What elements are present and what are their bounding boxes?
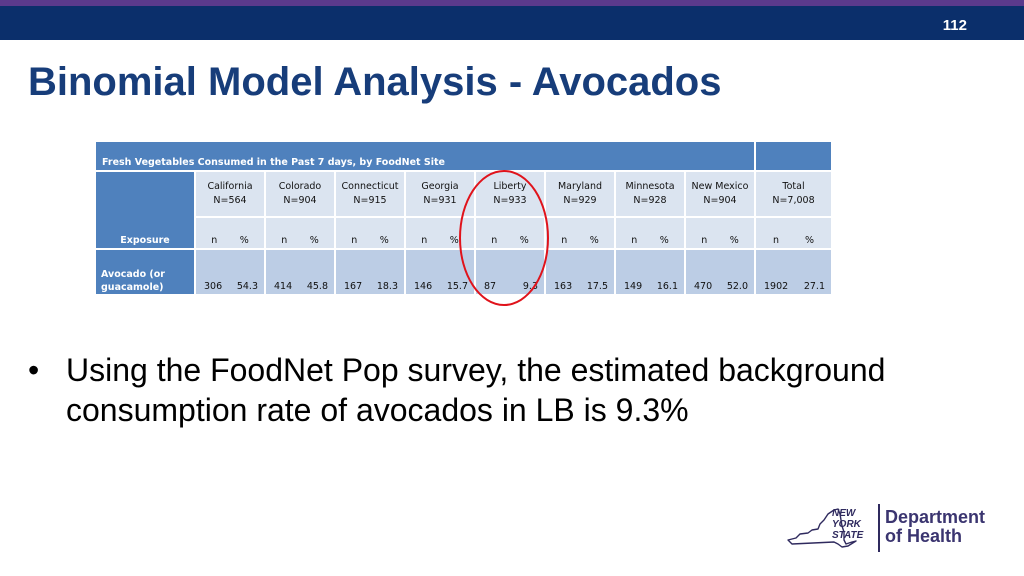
data-cell-liberty: 87 9.3 xyxy=(474,248,546,296)
site-header: Maryland N=929 xyxy=(544,170,616,218)
n-pct-subheader: n% xyxy=(684,216,756,250)
site-header: Connecticut N=915 xyxy=(334,170,406,218)
table-caption: Fresh Vegetables Consumed in the Past 7 … xyxy=(94,140,756,172)
department-of-health-logo: Department of Health xyxy=(885,507,986,546)
n-pct-subheader: n% xyxy=(334,216,406,250)
row-label-avocado: Avocado (or guacamole) xyxy=(94,248,196,296)
n-pct-subheader: n% xyxy=(544,216,616,250)
site-header: Georgia N=931 xyxy=(404,170,476,218)
header-bar xyxy=(0,6,1024,40)
n-pct-subheader: n% xyxy=(614,216,686,250)
nys-logo-text: NEW YORK STATE xyxy=(832,508,864,541)
site-header: New Mexico N=904 xyxy=(684,170,756,218)
data-cell: 470 52.0 xyxy=(684,248,756,296)
data-cell-total: 1902 27.1 xyxy=(754,248,833,296)
n-pct-subheader: n% xyxy=(754,216,833,250)
n-pct-subheader: n% xyxy=(264,216,336,250)
data-cell: 146 15.7 xyxy=(404,248,476,296)
foodnet-table: Fresh Vegetables Consumed in the Past 7 … xyxy=(94,140,833,296)
n-pct-subheader: n% xyxy=(194,216,266,250)
table-caption-blank xyxy=(754,140,833,172)
page-number: 112 xyxy=(942,17,967,34)
n-pct-subheader: n% xyxy=(404,216,476,250)
total-header: Total N=7,008 xyxy=(754,170,833,218)
data-cell: 149 16.1 xyxy=(614,248,686,296)
data-cell: 306 54.3 xyxy=(194,248,266,296)
site-header: California N=564 xyxy=(194,170,266,218)
site-header: Minnesota N=928 xyxy=(614,170,686,218)
n-pct-subheader: n% xyxy=(474,216,546,250)
data-cell: 414 45.8 xyxy=(264,248,336,296)
nys-map-icon xyxy=(787,508,857,548)
logo-divider xyxy=(878,504,880,552)
site-header: Colorado N=904 xyxy=(264,170,336,218)
data-cell: 163 17.5 xyxy=(544,248,616,296)
data-cell: 167 18.3 xyxy=(334,248,406,296)
bullet-text: Using the FoodNet Pop survey, the estima… xyxy=(66,352,886,428)
bullet-marker: • xyxy=(28,352,40,388)
site-header: Liberty N=933 xyxy=(474,170,546,218)
slide-title: Binomial Model Analysis - Avocados xyxy=(28,60,722,104)
exposure-header: Exposure xyxy=(94,170,196,250)
top-accent-band xyxy=(0,0,1024,6)
